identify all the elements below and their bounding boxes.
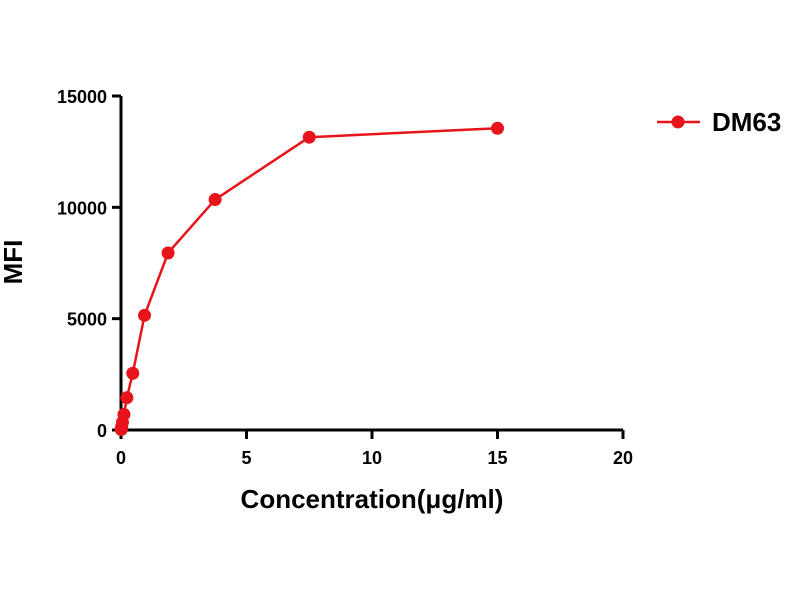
data-point [491,121,504,135]
y-tick-label: 10000 [57,198,107,218]
x-tick-label: 0 [116,448,126,468]
data-point [161,246,175,260]
series-line-dm63 [119,127,498,430]
series-layer [114,121,504,437]
y-axis-title: MFI [0,240,28,285]
y-tick-label: 0 [97,421,107,441]
data-point [126,366,140,380]
y-tick-label: 5000 [67,310,107,330]
axes [119,96,623,432]
y-tick-label: 15000 [57,87,107,107]
data-point [120,391,134,405]
data-point [117,407,131,421]
x-axis-title: Concentration(μg/ml) [241,484,504,514]
legend-marker [671,115,685,129]
legend: DM63 [657,107,781,137]
ticks: 0 5 10 15 20 0 5000 10000 15000 [57,87,633,468]
data-point [208,193,222,207]
data-point [138,308,152,322]
legend-label: DM63 [712,107,781,137]
x-tick-label: 10 [362,448,382,468]
data-point [302,130,316,144]
x-tick-label: 15 [487,448,507,468]
x-tick-label: 20 [613,448,633,468]
x-tick-label: 5 [241,448,251,468]
